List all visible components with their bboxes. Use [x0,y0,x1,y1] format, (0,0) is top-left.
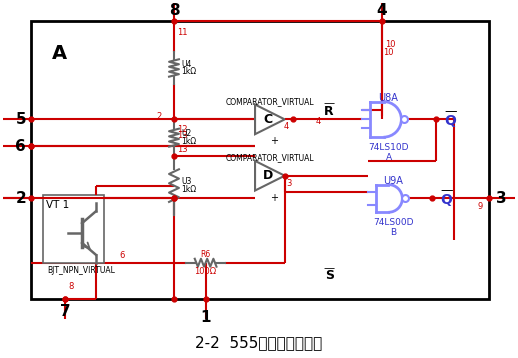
Text: +: + [270,193,278,203]
Text: 7: 7 [60,304,70,319]
Bar [42,195,104,263]
Text: S: S [325,269,334,282]
Text: 13: 13 [177,131,188,140]
Text: 6: 6 [16,139,26,154]
Text: —: — [444,105,457,118]
Text: —: — [440,184,453,197]
Text: 100Ω: 100Ω [195,267,217,276]
Text: 3: 3 [496,191,507,206]
Text: 13: 13 [177,145,188,154]
Text: 2: 2 [16,191,26,206]
Text: VT 1: VT 1 [47,200,70,211]
Text: 6: 6 [119,251,124,260]
Text: COMPARATOR_VIRTUAL: COMPARATOR_VIRTUAL [225,153,314,162]
Text: 10: 10 [385,40,396,49]
Text: 5: 5 [16,112,26,127]
Text: 1kΩ: 1kΩ [181,137,196,146]
Text: 8: 8 [68,282,74,291]
Text: 4: 4 [376,3,387,18]
Text: A: A [385,153,392,162]
Text: Q: Q [440,193,452,207]
Text: —: — [324,98,335,108]
Text: 9: 9 [477,202,482,212]
Text: +: + [270,136,278,146]
Text: D: D [263,169,273,182]
Text: 74LS10D: 74LS10D [368,143,409,152]
Text: 11: 11 [177,28,188,37]
Text: 2-2  555定时器电路组成: 2-2 555定时器电路组成 [195,335,323,350]
Text: B: B [391,228,396,237]
Text: 2: 2 [157,112,162,121]
Text: C: C [263,113,272,126]
Text: U9A: U9A [383,176,404,186]
Text: COMPARATOR_VIRTUAL: COMPARATOR_VIRTUAL [225,97,314,106]
Polygon shape [255,161,285,190]
Text: 74LS00D: 74LS00D [373,218,414,227]
Text: 1kΩ: 1kΩ [181,185,196,194]
Text: U4: U4 [181,59,191,68]
Bar [31,20,490,299]
Text: Q: Q [444,114,456,129]
Text: 4: 4 [316,117,321,126]
Text: U2: U2 [181,129,191,138]
Text: A: A [52,44,67,63]
Text: 1: 1 [200,310,211,325]
Text: R6: R6 [200,250,211,259]
Text: 4: 4 [284,122,289,131]
Polygon shape [255,105,285,134]
Text: 8: 8 [169,3,179,18]
Text: —: — [324,263,335,273]
Text: 10: 10 [383,48,394,57]
Text: R: R [324,105,334,118]
Text: U3: U3 [181,177,191,186]
Text: 1kΩ: 1kΩ [181,67,196,76]
Text: BJT_NPN_VIRTUAL: BJT_NPN_VIRTUAL [48,266,116,275]
Text: U8A: U8A [379,93,398,103]
Text: 3: 3 [286,179,292,188]
Text: 12: 12 [177,125,188,134]
